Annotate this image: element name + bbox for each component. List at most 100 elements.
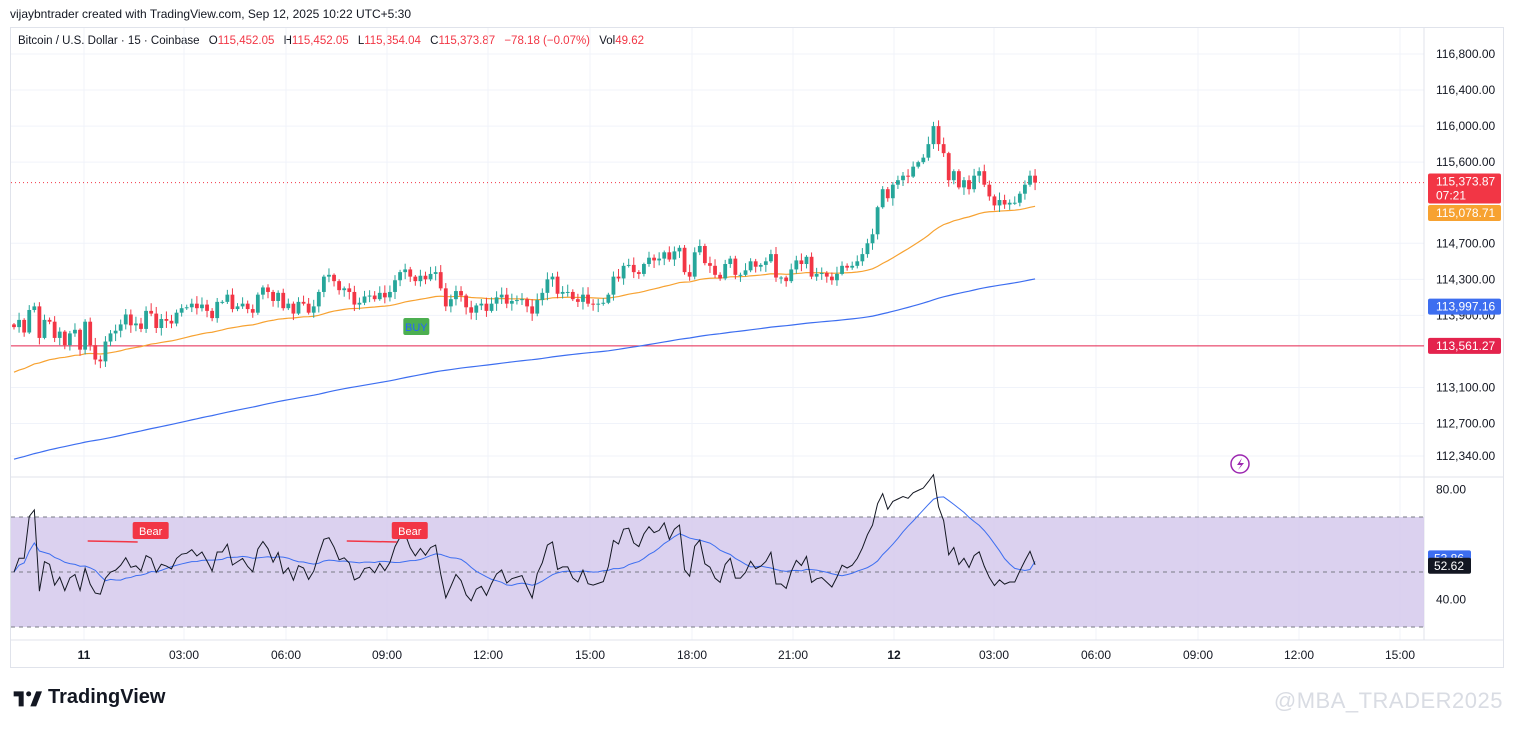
candle-body [306,303,311,313]
divergence-line [87,540,138,543]
candle-body [73,329,77,334]
candle-body [581,294,585,302]
chart-caption: vijaybntrader created with TradingView.c… [10,7,412,21]
candle-body [504,294,509,304]
time-tick-label: 09:00 [1183,648,1213,662]
alert-icon[interactable] [1230,454,1250,474]
price-badge [1428,205,1501,221]
candle-body [616,276,621,279]
price-badge-label: 115,078.71 [1436,206,1495,220]
candle-body [829,276,834,281]
ohlc-legend: Bitcoin / U.S. Dollar · 15 · Coinbase O1… [18,35,644,47]
candle-body [62,331,67,346]
candle-body [139,323,143,329]
candle-body [1012,202,1017,204]
rsi-tick-label: 80.00 [1436,483,1466,497]
candle-body [103,341,108,362]
candle-body [474,305,479,313]
symbol-label[interactable]: Bitcoin / U.S. Dollar · 15 · Coinbase [18,35,200,47]
candle-body [443,288,448,307]
candle-body [113,330,118,334]
high-label: H [283,35,292,47]
candle-body [418,275,423,282]
candle-body [657,258,662,261]
candles [12,120,1037,369]
price-tick-label: 116,000.00 [1436,119,1495,133]
candle-body [936,126,941,145]
candle-body [408,269,413,277]
candle-body [997,200,1002,206]
candle-body [52,321,57,338]
candle-body [403,269,408,273]
candle-body [611,276,616,295]
candle-body [347,288,352,292]
candle-body [855,261,860,266]
candle-body [27,309,32,333]
candle-body [1002,200,1007,205]
candle-body [880,189,885,208]
candle-body [794,260,799,270]
candle-body [636,272,641,274]
candle-body [164,318,169,321]
candle-body [377,292,382,300]
candle-body [47,319,52,322]
candle-body [149,310,154,314]
candle-body [382,292,387,298]
candle-body [200,304,204,309]
candle-body [530,306,535,314]
candle-body [255,294,260,313]
candle-body [692,252,697,277]
candle-body [789,269,794,282]
candle-body [972,175,977,190]
time-tick-label: 15:00 [1385,648,1415,662]
price-badge-label: 113,997.16 [1436,300,1495,314]
candle-body [814,273,819,277]
candle-body [433,272,438,274]
candle-body [118,324,123,331]
price-axis[interactable]: 116,800.00 116,400.00 116,000.00 115,600.00… [1436,47,1495,607]
candle-body [271,291,275,301]
candle-body [316,291,321,307]
candle-body [738,274,743,276]
candle-body [83,321,88,350]
candle-body [560,291,565,294]
candle-body [22,319,27,333]
ma-fast-line [13,205,1036,373]
candle-body [1028,175,1032,185]
price-badge-label: 115,373.87 [1436,175,1495,189]
candle-body [702,245,707,264]
candle-body [57,331,62,338]
candle-body [327,274,331,277]
candle-body [286,303,291,309]
candle-body [987,184,992,197]
moving-averages [13,205,1036,460]
candle-body [469,307,474,313]
time-axis[interactable]: 11 03:00 06:00 09:00 12:00 15:00 18:00 21:00 12 0… [78,648,1416,662]
candle-body [652,257,656,261]
time-tick-label: 06:00 [1081,648,1111,662]
candle-body [956,171,961,188]
candle-body [235,306,240,310]
candle-body [951,171,956,181]
candle-body [697,245,702,253]
tradingview-logo[interactable]: TradingView [12,686,165,709]
candle-body [134,323,138,326]
price-tick-label: 112,340.00 [1436,449,1495,463]
candle-body [423,275,428,280]
candle-body [733,258,738,275]
candle-body [977,171,982,176]
candle-body [220,301,225,303]
candle-body [728,258,733,265]
signals: Bear Bear BUY [87,318,430,543]
candle-body [799,260,804,265]
candle-body [509,300,514,304]
candle-body [352,291,357,305]
candle-body [296,301,301,314]
candle-body [596,303,601,305]
countdown-label: 07:21 [1436,189,1466,203]
candle-body [93,345,98,360]
volume-value: 49.62 [615,35,644,47]
candle-body [860,254,865,262]
